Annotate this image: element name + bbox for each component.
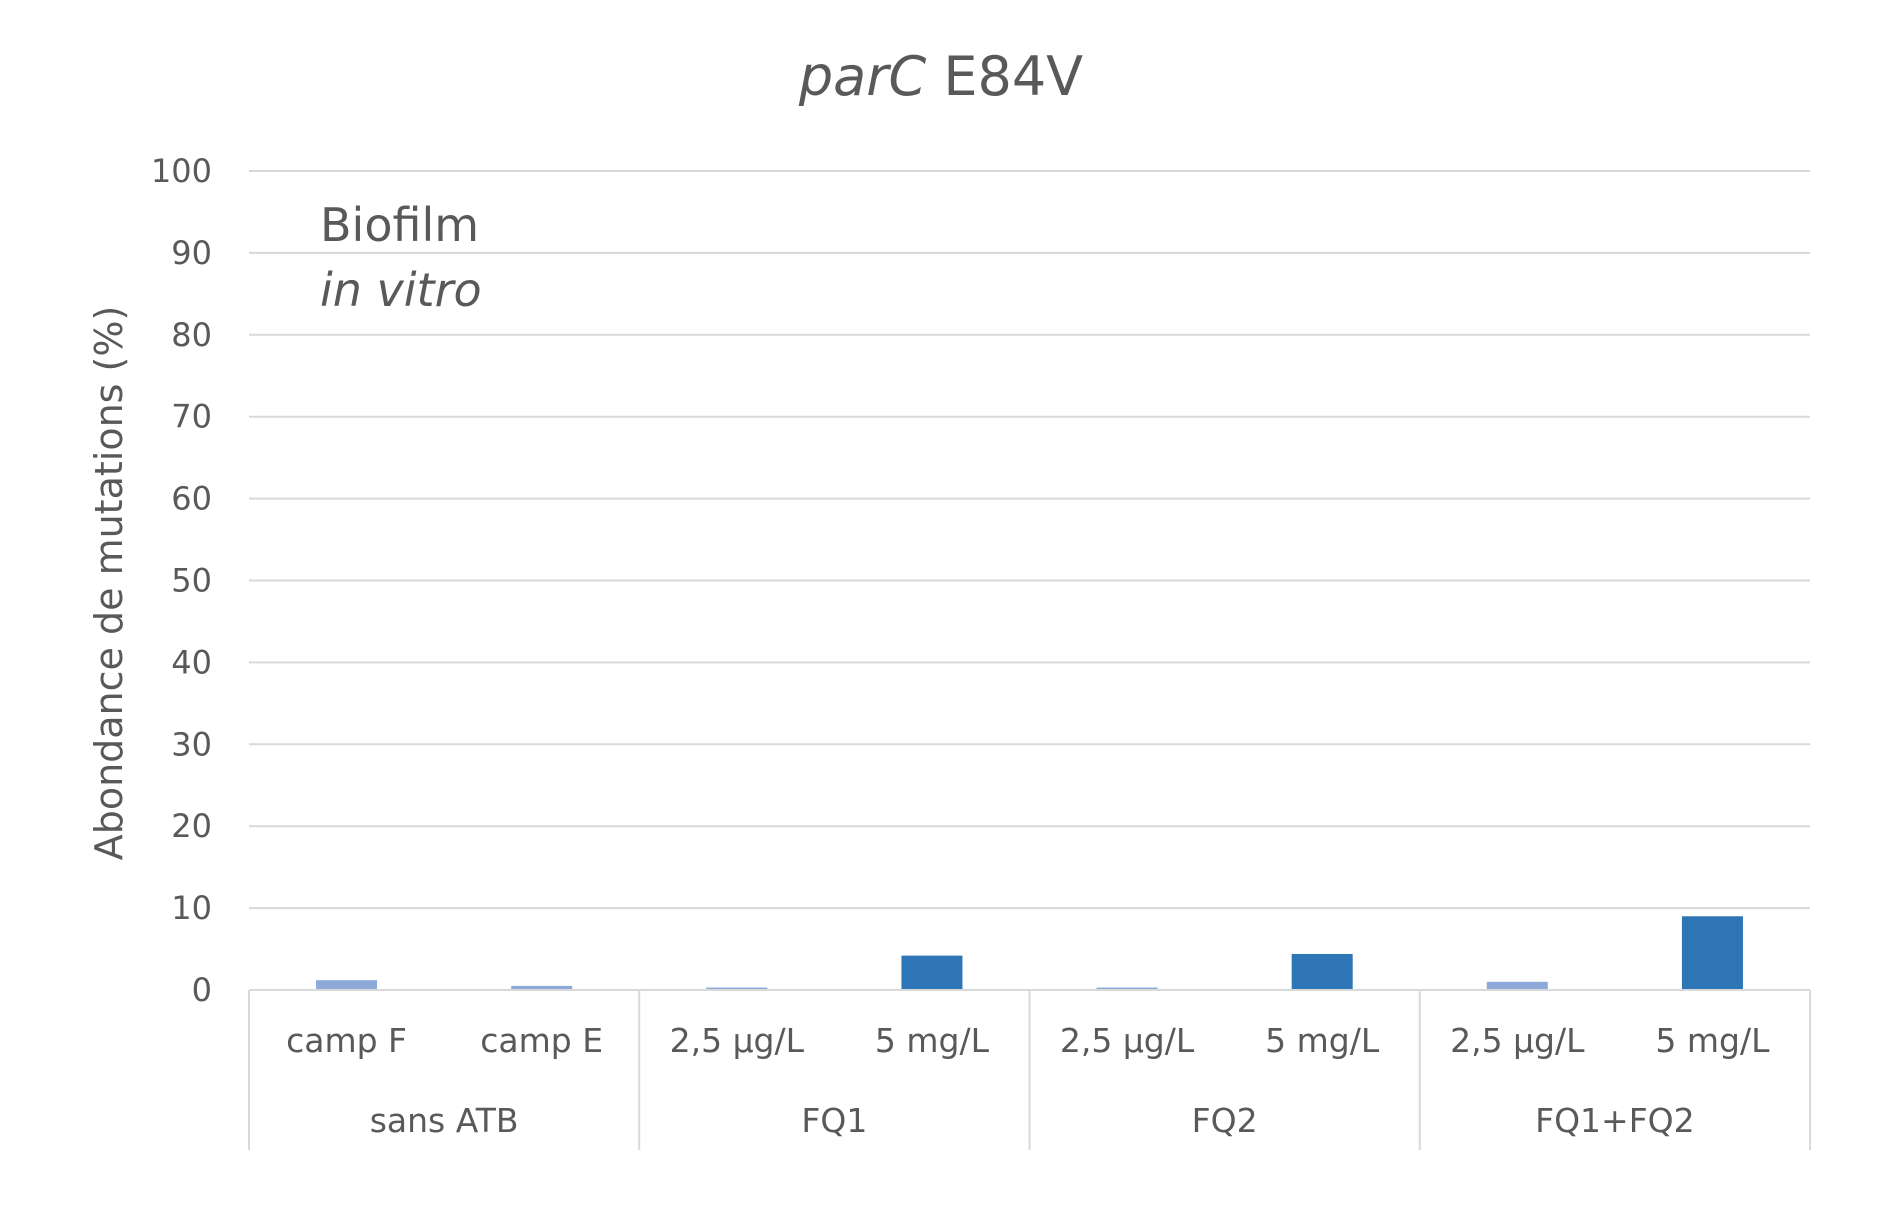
annotation-biofilm: Biofilm: [320, 198, 479, 252]
bar-3: [706, 987, 768, 990]
y-tick-label-80: 80: [171, 316, 212, 354]
bar-7: [1486, 981, 1548, 990]
annotation-in-vitro: in vitro: [320, 263, 482, 317]
x-category-label: 2,5 µg/L: [1450, 1021, 1585, 1060]
y-tick-label-60: 60: [171, 480, 212, 518]
y-tick-label-20: 20: [171, 807, 212, 845]
y-tick-label-50: 50: [171, 562, 212, 600]
x-group-label: FQ1+FQ2: [1535, 1101, 1695, 1140]
x-category-label: camp F: [286, 1021, 407, 1060]
y-tick-label-70: 70: [171, 398, 212, 436]
y-tick-label-40: 40: [171, 643, 212, 681]
x-group-label: sans ATB: [370, 1101, 519, 1140]
x-category-label: 2,5 µg/L: [670, 1021, 805, 1060]
y-tick-label-100: 100: [151, 152, 212, 190]
bars: [316, 916, 1743, 990]
y-axis-ticks: 0 10 20 30 40 50 60 70 80 90 100: [151, 152, 212, 1009]
chart-title-rest: E84V: [926, 45, 1083, 108]
x-category-label: 5 mg/L: [1655, 1021, 1770, 1060]
chart-title: parC E84V: [798, 45, 1083, 108]
bar-2: [511, 985, 573, 990]
chart-title-italic: parC: [798, 45, 927, 108]
bar-6: [1291, 953, 1353, 990]
x-category-label: 5 mg/L: [1265, 1021, 1380, 1060]
x-category-label: 2,5 µg/L: [1060, 1021, 1195, 1060]
y-tick-label-0: 0: [192, 971, 212, 1009]
y-axis-label: Abondance de mutations (%): [87, 306, 131, 861]
y-tick-label-90: 90: [171, 234, 212, 272]
bar-5: [1096, 987, 1158, 990]
y-tick-label-30: 30: [171, 725, 212, 763]
gridlines: [249, 170, 1810, 910]
bar-8: [1681, 916, 1743, 990]
x-group-label: FQ2: [1192, 1101, 1258, 1140]
x-category-label: camp E: [480, 1021, 603, 1060]
x-category-label: 5 mg/L: [875, 1021, 990, 1060]
x-axis: camp F camp E 2,5 µg/L 5 mg/L 2,5 µg/L 5 mg/L…: [248, 989, 1811, 1150]
y-tick-label-10: 10: [171, 889, 212, 927]
x-group-label: FQ1: [801, 1101, 867, 1140]
bar-1: [316, 980, 378, 990]
bar-4: [901, 955, 963, 990]
